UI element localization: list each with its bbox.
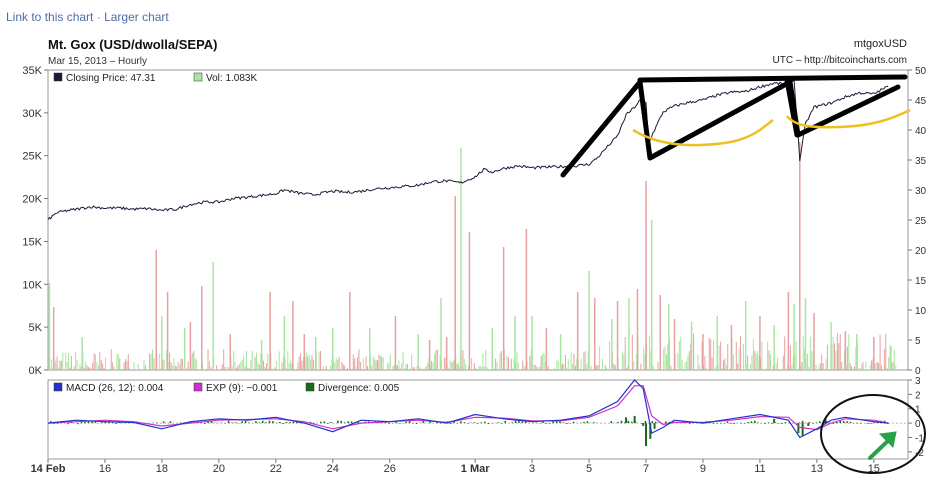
cup-curve-2 xyxy=(786,108,911,129)
chart-subtitle: Mar 15, 2013 – Hourly xyxy=(48,56,147,67)
left-axis-tick-label: 10K xyxy=(22,279,42,291)
macd-axis-tick-label: -1 xyxy=(915,433,924,444)
x-axis-tick-label: 3 xyxy=(529,463,535,475)
market-symbol: mtgoxUSD xyxy=(853,38,907,50)
legend-label: Vol: 1.083K xyxy=(206,73,257,84)
left-axis-tick-label: 25K xyxy=(22,151,42,163)
left-axis-tick-label: 0K xyxy=(29,365,43,377)
right-axis-tick-label: 45 xyxy=(915,96,927,107)
left-axis-tick-label: 30K xyxy=(22,108,42,120)
x-axis-tick-label: 5 xyxy=(586,463,592,475)
legend-label: EXP (9): −0.001 xyxy=(206,383,278,394)
macd-axis-tick-label: 2 xyxy=(915,390,921,401)
legend-swatch xyxy=(193,72,203,82)
right-axis-tick-label: 5 xyxy=(915,336,921,347)
macd-plot-frame xyxy=(47,379,909,460)
cup-curve-1 xyxy=(632,119,774,147)
right-axis-tick-label: 25 xyxy=(915,216,927,227)
link-to-chart[interactable]: Link to this chart xyxy=(6,10,94,24)
x-axis-tick-label: 1 Mar xyxy=(461,463,490,475)
chart-source: UTC – http://bitcoincharts.com xyxy=(772,55,908,66)
x-axis-tick-label: 24 xyxy=(327,463,339,475)
x-axis-tick-label: 11 xyxy=(754,463,765,475)
circle-drawing xyxy=(820,394,926,474)
right-axis-tick-label: 50 xyxy=(915,66,927,77)
left-axis-tick-label: 5K xyxy=(29,322,43,334)
x-axis-tick-label: 7 xyxy=(643,463,649,475)
macd-line xyxy=(47,379,889,439)
x-axis-tick-label: 14 Feb xyxy=(31,463,66,475)
x-axis-tick-label: 9 xyxy=(700,463,706,475)
legend-swatch xyxy=(53,382,63,392)
chart-title: Mt. Gox (USD/dwolla/SEPA) xyxy=(48,37,218,52)
right-axis-tick-label: 35 xyxy=(915,156,927,167)
x-axis-tick-label: 26 xyxy=(384,463,396,475)
chart-links: Link to this chart · Larger chart xyxy=(6,10,169,24)
arrow-head xyxy=(878,431,897,449)
macd-axis-tick-label: -2 xyxy=(915,448,924,459)
right-axis-tick-label: 10 xyxy=(915,306,927,317)
larger-chart-link[interactable]: Larger chart xyxy=(104,10,169,24)
user-annotations xyxy=(560,74,926,474)
x-axis-tick-label: 16 xyxy=(99,463,111,475)
right-axis-tick-label: 0 xyxy=(915,366,921,377)
legend-swatch xyxy=(193,382,203,392)
main-plot-frame xyxy=(47,69,909,371)
x-axis-tick-label: 20 xyxy=(213,463,225,475)
x-axis-tick-label: 18 xyxy=(156,463,168,475)
left-axis-tick-label: 35K xyxy=(22,65,42,77)
macd-axis-tick-label: 1 xyxy=(915,405,921,416)
link-separator: · xyxy=(96,10,101,24)
price-line xyxy=(47,79,889,221)
legend-label: Divergence: 0.005 xyxy=(318,383,400,394)
right-axis-tick-label: 30 xyxy=(915,186,927,197)
legend-label: Closing Price: 47.31 xyxy=(66,73,156,84)
resistance-line-drawing xyxy=(637,74,908,83)
right-axis-tick-label: 15 xyxy=(915,276,927,287)
left-axis-tick-label: 15K xyxy=(22,236,42,248)
legend-swatch xyxy=(53,72,63,82)
x-axis-tick-label: 13 xyxy=(811,463,823,475)
left-axis-tick-label: 20K xyxy=(22,194,42,206)
macd-axis-tick-label: 0 xyxy=(915,419,921,430)
macd-axis-tick-label: 3 xyxy=(915,376,921,387)
x-axis-tick-label: 22 xyxy=(270,463,282,475)
volume-bars xyxy=(48,142,897,370)
right-axis-tick-label: 20 xyxy=(915,246,927,257)
legend-label: MACD (26, 12): 0.004 xyxy=(66,383,164,394)
drop-line-drawing xyxy=(784,77,800,138)
legend-swatch xyxy=(305,382,315,392)
right-axis-tick-label: 40 xyxy=(915,126,927,137)
